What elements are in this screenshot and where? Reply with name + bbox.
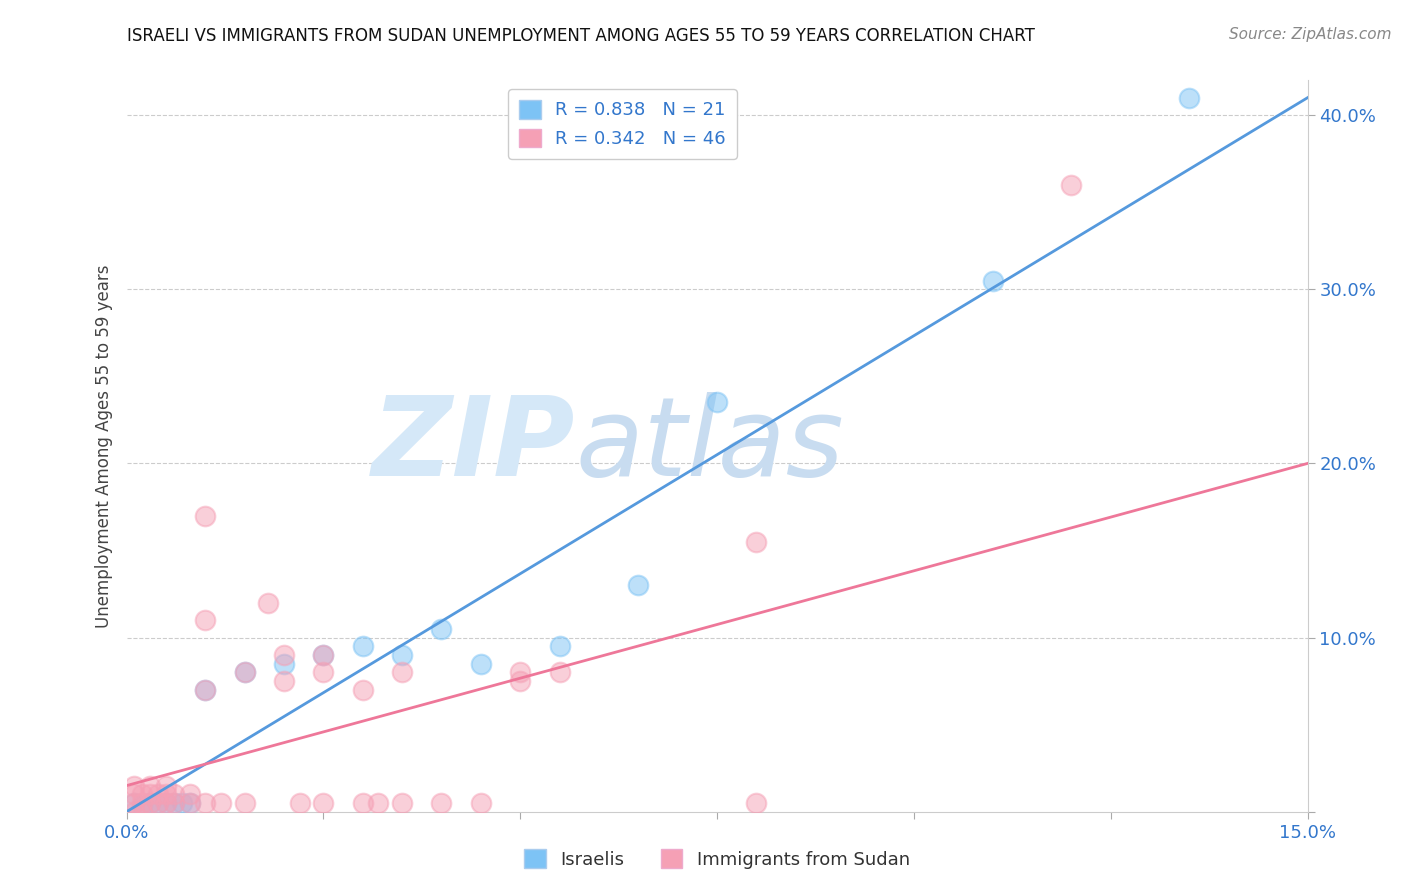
Point bbox=[981, 274, 1004, 288]
Point bbox=[627, 578, 650, 592]
Point bbox=[124, 796, 146, 810]
Point bbox=[131, 796, 153, 810]
Point bbox=[233, 665, 256, 680]
Point bbox=[209, 796, 232, 810]
Point bbox=[124, 779, 146, 793]
Point bbox=[745, 534, 768, 549]
Point bbox=[194, 796, 217, 810]
Point bbox=[163, 796, 186, 810]
Point bbox=[233, 796, 256, 810]
Point bbox=[139, 796, 162, 810]
Point bbox=[391, 796, 413, 810]
Point bbox=[1060, 178, 1083, 192]
Point bbox=[312, 665, 335, 680]
Point bbox=[391, 648, 413, 662]
Point bbox=[163, 787, 186, 801]
Point bbox=[146, 787, 169, 801]
Point bbox=[391, 665, 413, 680]
Point bbox=[139, 779, 162, 793]
Point bbox=[124, 787, 146, 801]
Point bbox=[745, 796, 768, 810]
Point bbox=[706, 395, 728, 409]
Text: ISRAELI VS IMMIGRANTS FROM SUDAN UNEMPLOYMENT AMONG AGES 55 TO 59 YEARS CORRELAT: ISRAELI VS IMMIGRANTS FROM SUDAN UNEMPLO… bbox=[127, 27, 1035, 45]
Point bbox=[146, 796, 169, 810]
Point bbox=[1178, 91, 1201, 105]
Point bbox=[179, 796, 201, 810]
Point bbox=[233, 665, 256, 680]
Point bbox=[179, 787, 201, 801]
Point bbox=[124, 796, 146, 810]
Point bbox=[139, 796, 162, 810]
Point bbox=[312, 648, 335, 662]
Point bbox=[509, 674, 531, 689]
Point bbox=[273, 674, 295, 689]
Point bbox=[352, 682, 374, 697]
Text: Source: ZipAtlas.com: Source: ZipAtlas.com bbox=[1229, 27, 1392, 42]
Point bbox=[194, 682, 217, 697]
Point bbox=[312, 796, 335, 810]
Point bbox=[352, 796, 374, 810]
Text: atlas: atlas bbox=[575, 392, 844, 500]
Point bbox=[155, 796, 177, 810]
Point bbox=[312, 648, 335, 662]
Point bbox=[548, 640, 571, 654]
Point bbox=[163, 796, 186, 810]
Point bbox=[273, 648, 295, 662]
Point bbox=[352, 640, 374, 654]
Point bbox=[430, 622, 453, 636]
Point bbox=[124, 805, 146, 819]
Y-axis label: Unemployment Among Ages 55 to 59 years: Unemployment Among Ages 55 to 59 years bbox=[94, 264, 112, 628]
Point bbox=[155, 779, 177, 793]
Legend: Israelis, Immigrants from Sudan: Israelis, Immigrants from Sudan bbox=[517, 842, 917, 876]
Point bbox=[179, 796, 201, 810]
Point bbox=[273, 657, 295, 671]
Point bbox=[146, 796, 169, 810]
Point bbox=[548, 665, 571, 680]
Point bbox=[155, 787, 177, 801]
Point bbox=[470, 657, 492, 671]
Point bbox=[194, 613, 217, 627]
Point bbox=[155, 796, 177, 810]
Point bbox=[430, 796, 453, 810]
Point bbox=[257, 596, 280, 610]
Point bbox=[194, 508, 217, 523]
Point bbox=[509, 665, 531, 680]
Point bbox=[470, 796, 492, 810]
Point bbox=[194, 682, 217, 697]
Text: ZIP: ZIP bbox=[371, 392, 575, 500]
Point bbox=[367, 796, 389, 810]
Point bbox=[131, 787, 153, 801]
Point bbox=[170, 796, 193, 810]
Point bbox=[288, 796, 311, 810]
Point bbox=[131, 805, 153, 819]
Point bbox=[139, 787, 162, 801]
Point bbox=[131, 799, 153, 814]
